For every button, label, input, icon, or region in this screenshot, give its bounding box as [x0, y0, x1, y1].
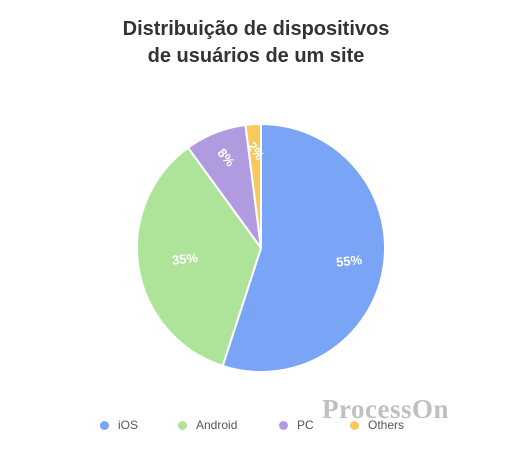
legend-item-ios[interactable]: iOS: [100, 418, 138, 432]
legend-label-ios: iOS: [118, 418, 139, 432]
chart-title-line-2: de usuários de um site: [147, 45, 365, 67]
legend-dot-android: [178, 420, 187, 430]
chart-title: Distribuição de dispositivos de usuários…: [0, 16, 512, 70]
legend-item-others[interactable]: Others: [350, 418, 404, 432]
legend-dot-pc: [279, 420, 288, 430]
legend-label-pc: PC: [297, 418, 314, 432]
legend-item-pc[interactable]: PC: [279, 418, 314, 432]
legend: iOS Android PC Others: [0, 418, 512, 438]
legend-item-android[interactable]: Android: [178, 418, 237, 432]
legend-label-android: Android: [196, 418, 238, 432]
chart-title-line-1: Distribuição de dispositivos: [122, 18, 390, 40]
pie-slice-ios[interactable]: [221, 123, 386, 373]
slice-label-ios: 55%: [335, 252, 363, 270]
legend-dot-ios: [100, 420, 109, 430]
legend-dot-others: [350, 420, 359, 430]
pie-slice-android[interactable]: [136, 146, 262, 367]
pie-slice-others[interactable]: [244, 123, 262, 249]
slice-label-android: 35%: [171, 250, 199, 268]
legend-label-others: Others: [368, 418, 405, 432]
